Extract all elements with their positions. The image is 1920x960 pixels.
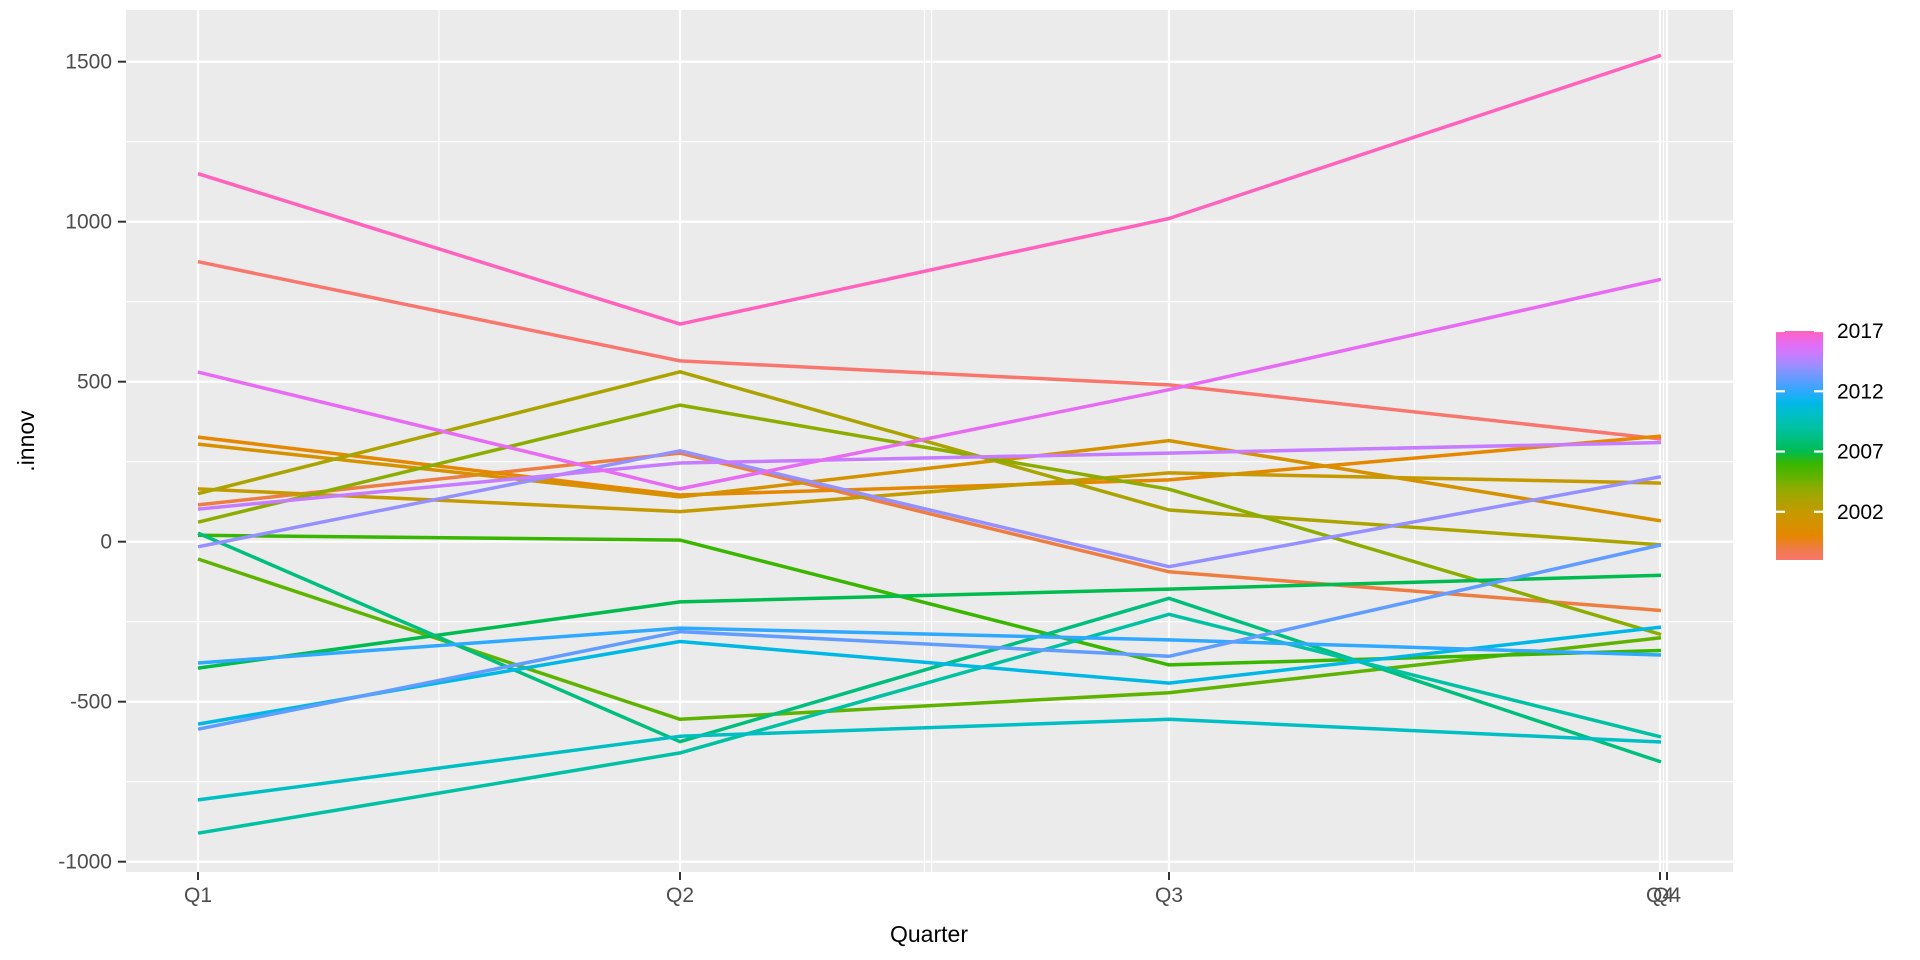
series-lines [197, 53, 1662, 835]
legend-labels: 2017 2012 2007 2002 [1837, 320, 1884, 524]
series-line-2000 [197, 434, 1662, 497]
legend-label: 2012 [1837, 380, 1884, 403]
y-tick-label: 500 [77, 371, 112, 394]
axis-tick-marks [118, 60, 1668, 880]
legend-colorbar: 2017 2012 2007 2002 [1776, 320, 1884, 560]
legend-tick-marks [1776, 329, 1823, 513]
legend-gradient-bar [1776, 331, 1823, 560]
series-line-2008 [197, 531, 1662, 764]
series-line-2016 [197, 277, 1662, 491]
series-line-2015 [197, 440, 1662, 511]
y-tick-label: -1000 [58, 851, 112, 874]
y-tick-label: 1500 [65, 51, 112, 74]
series-line-2007 [197, 573, 1662, 670]
series-line-2006 [197, 533, 1662, 667]
y-tick-label: -500 [70, 691, 112, 714]
y-tick-label: 0 [100, 531, 112, 554]
x-tick-label: Q3 [1155, 884, 1183, 907]
series-line-2009 [197, 612, 1662, 835]
y-axis-title: .innov [13, 410, 39, 472]
gridlines-major [126, 10, 1733, 872]
legend-label: 2002 [1837, 501, 1884, 524]
x-tick-label: Q1 [184, 884, 212, 907]
x-tick-label: Q4 [1646, 884, 1674, 907]
y-tick-label: 1000 [65, 211, 112, 234]
series-line-2011 [197, 625, 1662, 726]
series-line-1998 [197, 259, 1662, 441]
series-line-2001 [197, 438, 1662, 523]
series-line-2010 [197, 717, 1662, 802]
x-axis-title: Quarter [890, 921, 968, 947]
x-tick-label: Q2 [666, 884, 694, 907]
series-line-1999 [197, 451, 1662, 613]
series-line-2013 [197, 543, 1662, 731]
series-line-2014 [197, 449, 1662, 569]
x-tick-label: Q4 [1653, 884, 1681, 907]
series-line-2017 [197, 53, 1662, 326]
legend-label: 2007 [1837, 441, 1884, 464]
series-line-2004 [197, 403, 1662, 637]
legend-label: 2017 [1837, 320, 1884, 343]
series-line-2012 [197, 626, 1662, 665]
